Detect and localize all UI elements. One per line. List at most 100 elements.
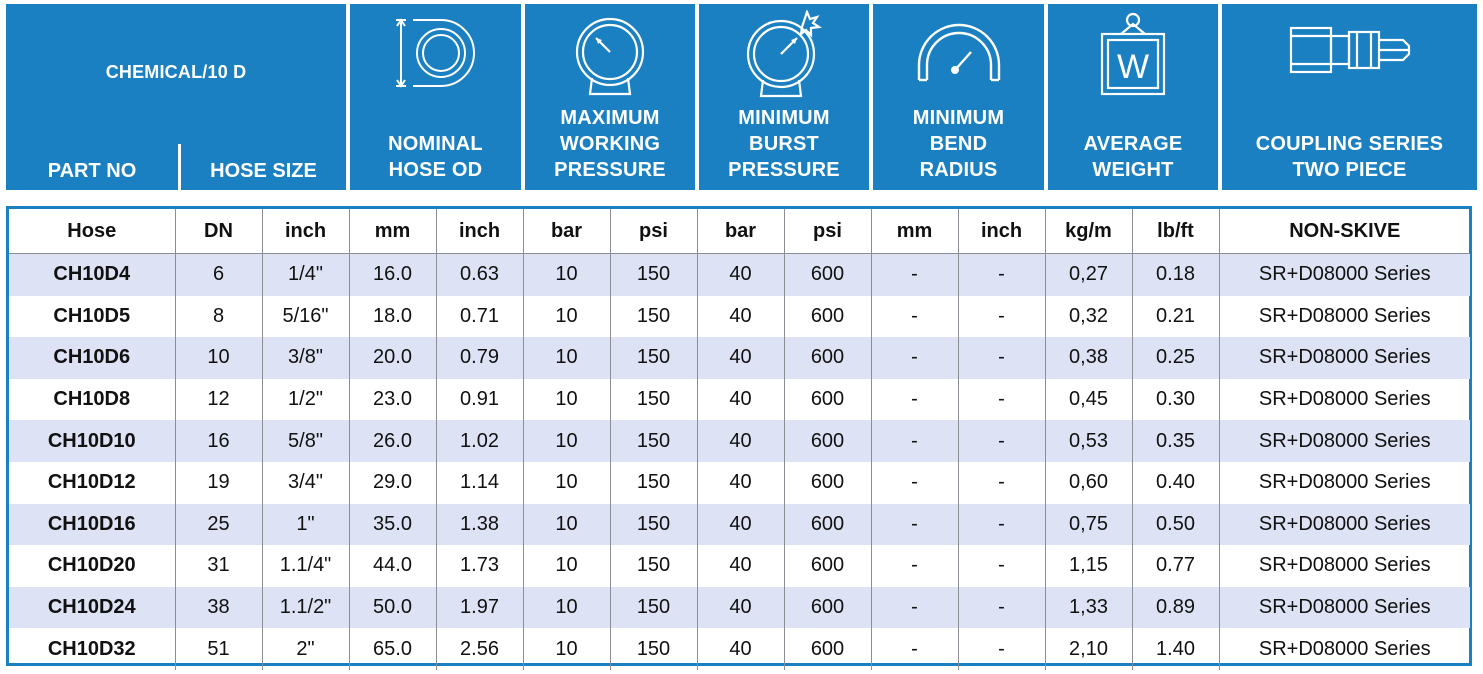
table-cell: 20.0 [349,337,437,379]
table-cell: 40 [697,337,785,379]
table-cell: - [871,420,959,462]
part-number-cell: CH10D12 [9,461,176,504]
part-number-cell: CH10D16 [9,503,176,546]
table-row: CH10D6 10 3/8" 20.0 0.79 10 150 40 600- -0,38 0.25… [9,337,1470,379]
table-cell: 25 [175,503,263,546]
table-cell: - [958,295,1046,338]
table-cell: 1.97 [436,586,524,629]
unit-header-cell: kg/m [1045,209,1133,254]
col-label-max-working: MAXIMUM WORKING PRESSURE [554,107,666,181]
table-cell: SR+D08000 Series [1258,388,1431,411]
pressure-gauge-icon [575,17,645,96]
table-cell: 10 [523,628,611,670]
table-cell: 0.91 [436,378,524,421]
table-cell: 0.25 [1132,337,1220,379]
hose-size-label: HOSE SIZE [210,160,317,182]
table-cell: 600 [784,378,872,421]
table-cell: 1/4" [262,253,350,296]
table-cell: SR+D08000 Series [1219,420,1470,462]
unit-header-cell: Hose [9,209,176,254]
table-cell: 10 [523,461,611,504]
table-cell: 0.89 [1132,586,1220,629]
part-no-label: PART NO [47,160,137,182]
table-cell: - [958,586,1046,629]
table-cell: 0.77 [1132,545,1220,587]
table-cell: 1.02 [436,420,524,462]
table-cell: 600 [784,628,872,670]
table-cell: 0.30 [1132,378,1220,421]
table-cell: 150 [610,420,698,462]
table-cell: 600 [784,253,872,296]
table-cell: 600 [784,420,872,462]
svg-text:W: W [1117,48,1149,86]
table-cell: SR+D08000 Series [1219,253,1470,296]
table-cell: 51 [175,628,263,670]
table-cell: 40 [697,628,785,670]
table-cell: 150 [610,295,698,338]
table-cell: 10 [523,545,611,587]
header-coupling: COUPLING SERIES TWO PIECE [1222,4,1477,190]
unit-header-cell: psi [610,209,698,254]
unit-header-cell: NON-SKIVE [1219,209,1470,254]
table-cell: 5/16" [262,295,350,338]
table-row: CH10D32 51 2" 65.0 2.56 10 150 40 600- -2,10 1.40 S… [9,628,1470,670]
header-part-block: CHEMICAL/10 D PART NO HOSE SIZE [6,4,346,190]
table-cell: - [871,378,959,421]
table-cell: 600 [784,295,872,338]
table-cell: 0.35 [1132,420,1220,462]
table-cell: 40 [697,461,785,504]
part-number-cell: CH10D20 [9,545,176,587]
table-cell: 0,60 [1045,461,1133,504]
table-cell: - [871,295,959,338]
table-cell: - [871,461,959,504]
table-cell: 3/8" [262,337,350,379]
table-cell: 40 [697,253,785,296]
table-cell: 35.0 [349,503,437,546]
table-cell: SR+D08000 Series [1258,471,1431,494]
table-cell: 2,10 [1045,628,1133,670]
col-label-bend-radius: MINIMUM BEND RADIUS [912,107,1005,181]
table-cell: 150 [610,337,698,379]
table-cell: 18.0 [349,295,437,338]
table-cell: 10 [523,420,611,462]
table-cell: 29.0 [349,461,437,504]
table-row: CH10D24 38 1.1/2" 50.0 1.97 10 150 40 600- -1,33 0… [9,586,1470,629]
table-cell: - [958,420,1046,462]
table-cell: 1" [262,503,350,546]
col-label-weight: AVERAGE WEIGHT [1083,133,1183,181]
table-cell: 1,15 [1045,545,1133,587]
header-min-burst: MINIMUM BURST PRESSURE [699,4,869,190]
table-row: CH10D10 16 5/8" 26.0 1.02 10 150 40 600- -0,53 0.3… [9,420,1470,462]
table-cell: SR+D08000 Series [1258,637,1431,660]
table-cell: 40 [697,503,785,546]
table-cell: 10 [175,337,263,379]
table-cell: 44.0 [349,545,437,587]
table-cell: 10 [523,378,611,421]
table-cell: 1,33 [1045,586,1133,629]
unit-header-cell: mm [871,209,959,254]
unit-header-cell: DN [175,209,263,254]
table-cell: 31 [175,545,263,587]
table-cell: 600 [784,545,872,587]
table-cell: - [871,253,959,296]
table-cell: 1.14 [436,461,524,504]
table-cell: SR+D08000 Series [1219,586,1470,629]
table-cell: 0,53 [1045,420,1133,462]
table-cell: 40 [697,420,785,462]
table-cell: - [958,545,1046,587]
part-number-cell: CH10D6 [9,337,176,379]
table-cell: 600 [784,586,872,629]
table-cell: SR+D08000 Series [1258,304,1431,327]
table-cell: 150 [610,503,698,546]
table-cell: 1.73 [436,545,524,587]
header-bend-radius: MINIMUM BEND RADIUS [873,4,1044,190]
table-title: CHEMICAL/10 D [105,62,247,82]
table-cell: SR+D08000 Series [1258,554,1431,577]
table-cell: 0,32 [1045,295,1133,338]
table-cell: 150 [610,461,698,504]
table-cell: 0.18 [1132,253,1220,296]
table-cell: 600 [784,337,872,379]
coupling-icon [1289,26,1410,74]
table-row: CH10D4 6 1/4" 16.0 0.63 10 150 40 600- -0,27 0.18 S… [9,253,1470,296]
table-cell: 0.40 [1132,461,1220,504]
